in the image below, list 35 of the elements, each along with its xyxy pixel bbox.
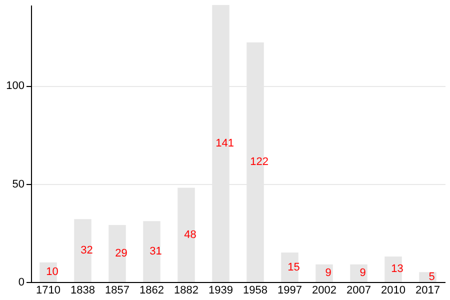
x-tick-label: 2007 <box>346 284 371 296</box>
bar <box>74 219 92 282</box>
data-label: 29 <box>115 248 128 260</box>
x-tick-label: 1939 <box>208 284 233 296</box>
bar <box>281 252 298 282</box>
data-label: 32 <box>80 244 93 257</box>
data-label: 141 <box>216 138 234 150</box>
x-tick-label: 1857 <box>105 284 130 296</box>
x-tick-label: 1882 <box>174 284 198 296</box>
data-label: 31 <box>150 246 162 258</box>
y-tick-label: 50 <box>12 178 24 190</box>
x-tick-label: 1862 <box>140 284 164 296</box>
x-tick-label: 2002 <box>312 284 336 296</box>
x-tick-label: 2010 <box>381 284 406 296</box>
x-tick-label: 1997 <box>278 284 302 296</box>
data-label: 10 <box>46 266 58 278</box>
data-label: 5 <box>428 271 435 284</box>
y-tick-label: 0 <box>18 276 24 288</box>
data-label: 48 <box>184 228 196 241</box>
data-label: 9 <box>325 267 332 280</box>
bar <box>316 264 333 282</box>
bar <box>108 225 126 282</box>
x-tick-label: 1838 <box>70 284 95 296</box>
x-tick-label: 1710 <box>36 284 60 296</box>
bar <box>178 188 195 282</box>
data-label: 15 <box>288 261 300 274</box>
data-label: 13 <box>391 263 404 276</box>
bar <box>143 221 160 282</box>
y-tick-label: 100 <box>6 80 24 92</box>
bar <box>350 264 368 282</box>
data-label: 9 <box>360 267 366 280</box>
x-tick-label: 1958 <box>243 284 268 296</box>
data-label: 122 <box>250 156 268 168</box>
x-tick-label: 2017 <box>416 284 440 296</box>
bar <box>384 256 402 282</box>
